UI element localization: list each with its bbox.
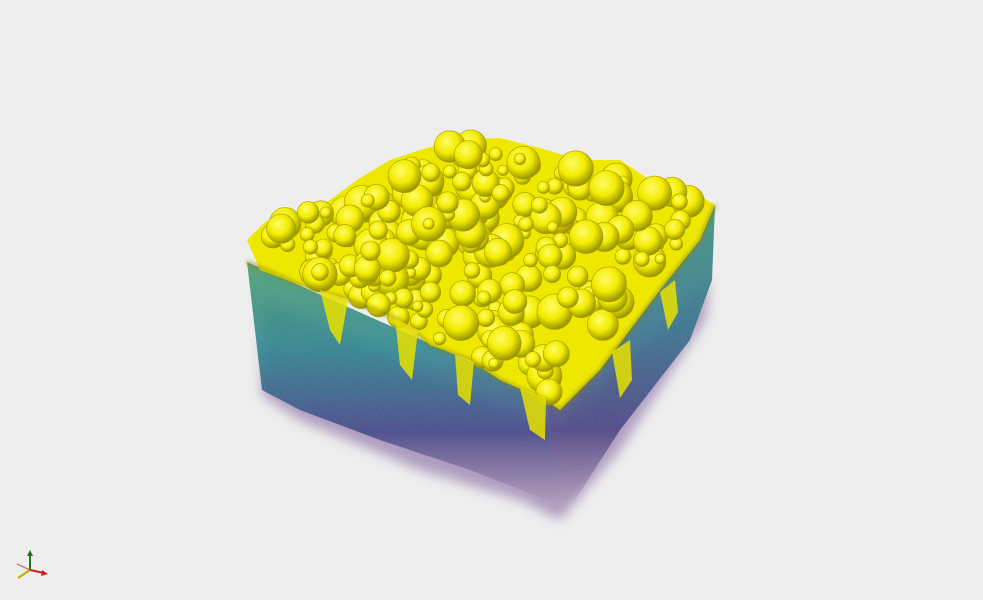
surface-bump bbox=[513, 152, 527, 166]
surface-bump bbox=[523, 253, 538, 268]
surface-bump bbox=[425, 239, 454, 268]
surface-bump bbox=[566, 265, 589, 288]
surface-bump bbox=[486, 325, 522, 361]
surface-bump bbox=[463, 262, 481, 279]
surface-bump bbox=[476, 290, 492, 306]
surface-bump bbox=[452, 171, 472, 192]
surface-bump bbox=[333, 224, 357, 248]
surface-bump bbox=[488, 357, 500, 370]
surface-bump bbox=[588, 170, 625, 207]
surface-bump bbox=[366, 292, 391, 318]
surface-bump bbox=[360, 240, 381, 261]
surface-bump bbox=[524, 351, 542, 368]
surface-bump bbox=[537, 243, 563, 269]
surface-bump bbox=[483, 238, 513, 267]
surface-bump bbox=[591, 266, 627, 303]
surface-bump bbox=[433, 332, 447, 346]
surface-bump bbox=[442, 164, 457, 179]
surface-bump bbox=[568, 219, 604, 254]
surface-bump bbox=[654, 253, 666, 265]
surface-bump bbox=[557, 286, 579, 309]
surface-bump bbox=[502, 289, 528, 314]
surface-bump bbox=[587, 308, 619, 341]
surface-bump bbox=[531, 196, 548, 214]
y-axis-arrowhead bbox=[27, 550, 33, 556]
surface-bump bbox=[476, 308, 496, 328]
surface-bump bbox=[302, 239, 319, 255]
surface-bump bbox=[436, 191, 459, 214]
surface-bump bbox=[360, 193, 375, 208]
surface-bump bbox=[557, 150, 594, 187]
surface-bump bbox=[634, 251, 650, 267]
surface-bump bbox=[422, 217, 435, 230]
x-axis-back bbox=[16, 563, 31, 571]
surface-bump bbox=[299, 226, 315, 242]
surface-bump bbox=[637, 175, 673, 211]
surface-bump bbox=[379, 269, 397, 287]
z-axis-arrow bbox=[17, 569, 31, 579]
surface-bump bbox=[368, 220, 388, 240]
surface-bump bbox=[614, 248, 632, 265]
x-axis-arrowhead bbox=[41, 570, 48, 576]
surface-bump bbox=[497, 164, 509, 176]
volume-side-left bbox=[247, 262, 560, 505]
surface-bump bbox=[297, 201, 320, 224]
surface-bump bbox=[442, 304, 479, 341]
volume-top-surface bbox=[246, 129, 717, 412]
surface-bump bbox=[266, 213, 297, 244]
surface-bump bbox=[319, 206, 332, 219]
surface-bump bbox=[419, 281, 442, 303]
surface-bump bbox=[542, 340, 570, 368]
surface-bump bbox=[387, 159, 422, 193]
surface-bump bbox=[671, 193, 688, 211]
surface-bump bbox=[546, 221, 559, 234]
surface-bump bbox=[488, 147, 503, 162]
surface-bump bbox=[543, 265, 562, 284]
surface-bump bbox=[412, 300, 424, 312]
surface-bump bbox=[311, 263, 329, 281]
surface-bump bbox=[491, 184, 510, 203]
volume-drips bbox=[320, 280, 678, 440]
surface-bump bbox=[449, 280, 476, 307]
orientation-axes-widget bbox=[16, 550, 48, 579]
surface-bump bbox=[453, 140, 483, 170]
surface-bump bbox=[421, 163, 441, 183]
surface-bump bbox=[518, 216, 534, 232]
surface-bump bbox=[537, 181, 550, 194]
surface-bump bbox=[664, 219, 686, 241]
